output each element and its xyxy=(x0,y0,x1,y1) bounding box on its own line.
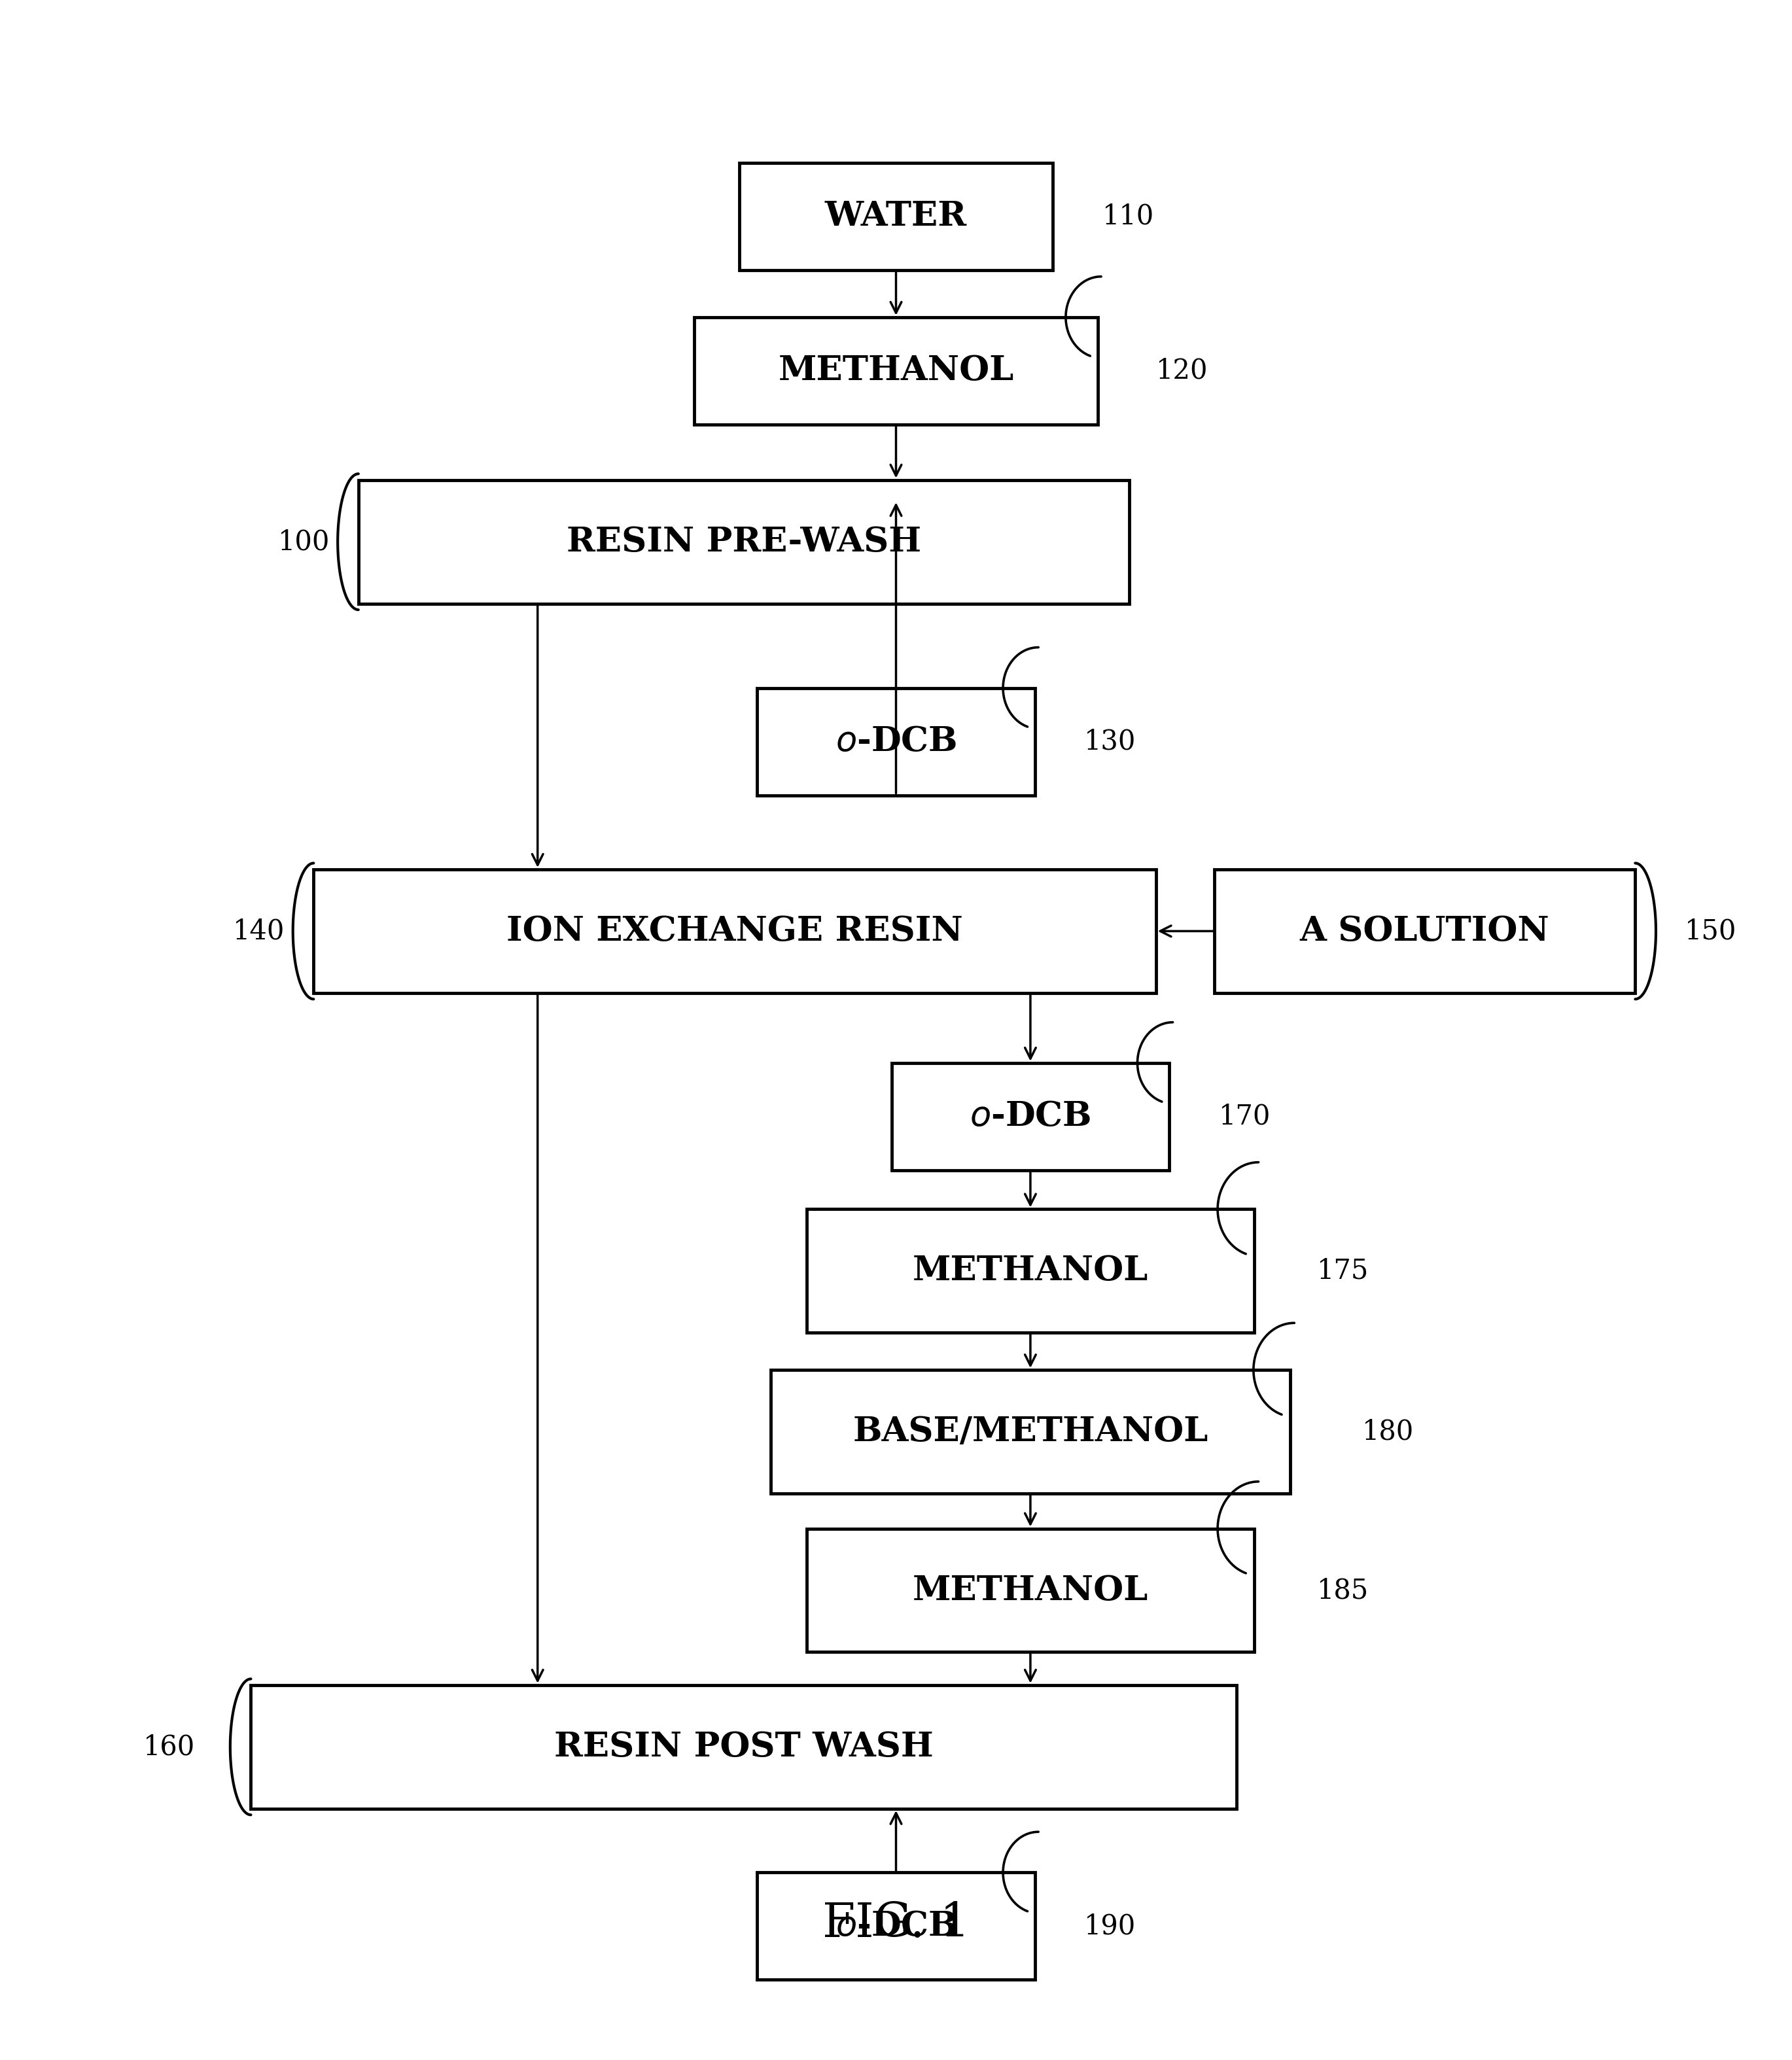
Bar xyxy=(892,1063,1168,1170)
Text: 130: 130 xyxy=(1084,727,1136,756)
Bar xyxy=(756,688,1036,795)
Text: 185: 185 xyxy=(1317,1576,1369,1605)
Bar xyxy=(738,163,1052,270)
Text: 100: 100 xyxy=(278,527,330,556)
Text: WATER: WATER xyxy=(824,200,968,233)
Bar xyxy=(806,1209,1254,1333)
Text: FIG. 1: FIG. 1 xyxy=(823,1901,969,1947)
Text: 180: 180 xyxy=(1362,1417,1414,1446)
Bar xyxy=(806,1529,1254,1652)
Text: BASE/METHANOL: BASE/METHANOL xyxy=(853,1415,1208,1448)
Bar xyxy=(358,480,1129,604)
Text: 160: 160 xyxy=(143,1732,195,1761)
Text: 170: 170 xyxy=(1219,1102,1271,1131)
Bar xyxy=(251,1685,1236,1809)
Text: 120: 120 xyxy=(1156,356,1208,385)
Text: $\it{o}$-DCB: $\it{o}$-DCB xyxy=(835,725,957,758)
Bar xyxy=(756,1873,1036,1980)
Text: $\it{o}$-DCB: $\it{o}$-DCB xyxy=(969,1100,1091,1133)
Bar xyxy=(695,317,1097,424)
Bar xyxy=(1215,869,1634,993)
Text: METHANOL: METHANOL xyxy=(912,1574,1149,1607)
Text: $\it{o}$-DCB: $\it{o}$-DCB xyxy=(835,1910,957,1943)
Text: 190: 190 xyxy=(1084,1912,1136,1941)
Text: A SOLUTION: A SOLUTION xyxy=(1299,915,1550,948)
Text: 110: 110 xyxy=(1102,202,1154,231)
Text: METHANOL: METHANOL xyxy=(778,354,1014,387)
Text: RESIN PRE-WASH: RESIN PRE-WASH xyxy=(566,525,921,558)
Text: ION EXCHANGE RESIN: ION EXCHANGE RESIN xyxy=(507,915,962,948)
Text: 140: 140 xyxy=(233,917,285,946)
Bar xyxy=(314,869,1156,993)
Text: 175: 175 xyxy=(1317,1257,1369,1285)
Bar xyxy=(771,1370,1290,1493)
Text: METHANOL: METHANOL xyxy=(912,1255,1149,1288)
Text: RESIN POST WASH: RESIN POST WASH xyxy=(554,1730,934,1763)
Text: 150: 150 xyxy=(1684,917,1736,946)
